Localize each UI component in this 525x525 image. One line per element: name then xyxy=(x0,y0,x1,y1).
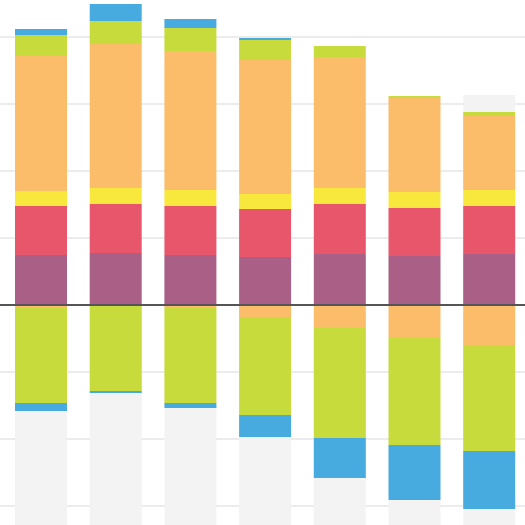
bar-segment xyxy=(239,257,292,305)
bar-segment xyxy=(463,190,516,206)
bar-segment xyxy=(313,204,366,254)
bar-segment xyxy=(463,116,516,190)
bar-segment xyxy=(164,51,217,190)
bar-segment xyxy=(388,98,441,192)
bar-segment xyxy=(164,206,217,255)
bar-segment xyxy=(164,255,217,305)
bar-segment xyxy=(463,112,516,116)
bar-segment xyxy=(388,256,441,305)
bar-segment xyxy=(388,208,441,256)
bar-segment xyxy=(15,56,67,191)
bar-segment xyxy=(239,415,292,437)
bar-segment xyxy=(89,44,142,188)
bar-segment xyxy=(313,188,366,204)
bar-segment xyxy=(313,328,366,438)
bar-segment xyxy=(164,305,217,308)
bar-segment xyxy=(164,308,217,403)
bar-segment xyxy=(15,35,67,56)
bar-segment xyxy=(89,4,142,21)
bar-segment xyxy=(239,317,292,415)
bar-segment xyxy=(463,345,516,451)
bar-segment xyxy=(239,40,292,60)
bar-segment xyxy=(164,403,217,408)
bar-segment xyxy=(388,96,441,98)
bar-segment xyxy=(15,403,67,411)
bar-segment xyxy=(463,451,516,509)
bar-segment xyxy=(463,206,516,254)
bar-segment xyxy=(313,57,366,188)
bar-segment xyxy=(388,192,441,208)
bar-segment xyxy=(313,305,366,328)
bar-segment xyxy=(15,191,67,206)
bar-segment xyxy=(239,60,292,194)
bar-segment xyxy=(463,254,516,305)
bar-segment xyxy=(15,29,67,35)
bar-segment xyxy=(239,305,292,317)
bar-segment xyxy=(15,305,67,308)
bar-segment xyxy=(388,305,441,338)
bar-segment xyxy=(239,194,292,209)
bar-segment xyxy=(164,190,217,206)
bar-segment xyxy=(313,46,366,57)
bar-segment xyxy=(89,306,142,391)
bar-segment xyxy=(239,209,292,257)
bar-segment xyxy=(313,254,366,305)
bar-segment xyxy=(463,305,516,345)
bar-segment xyxy=(89,21,142,44)
bar-segment xyxy=(15,206,67,255)
bar-segment xyxy=(164,28,217,51)
bar-segment xyxy=(89,188,142,204)
bar-segment xyxy=(89,391,142,393)
bar-segment xyxy=(89,253,142,305)
bar-segment xyxy=(313,438,366,478)
bar-segment xyxy=(388,338,441,445)
bar-segment xyxy=(388,445,441,500)
bar-segment xyxy=(15,308,67,403)
bar-segment xyxy=(89,204,142,253)
bar-segment xyxy=(15,255,67,305)
bar-segment xyxy=(239,38,292,40)
bar-segment xyxy=(164,19,217,28)
